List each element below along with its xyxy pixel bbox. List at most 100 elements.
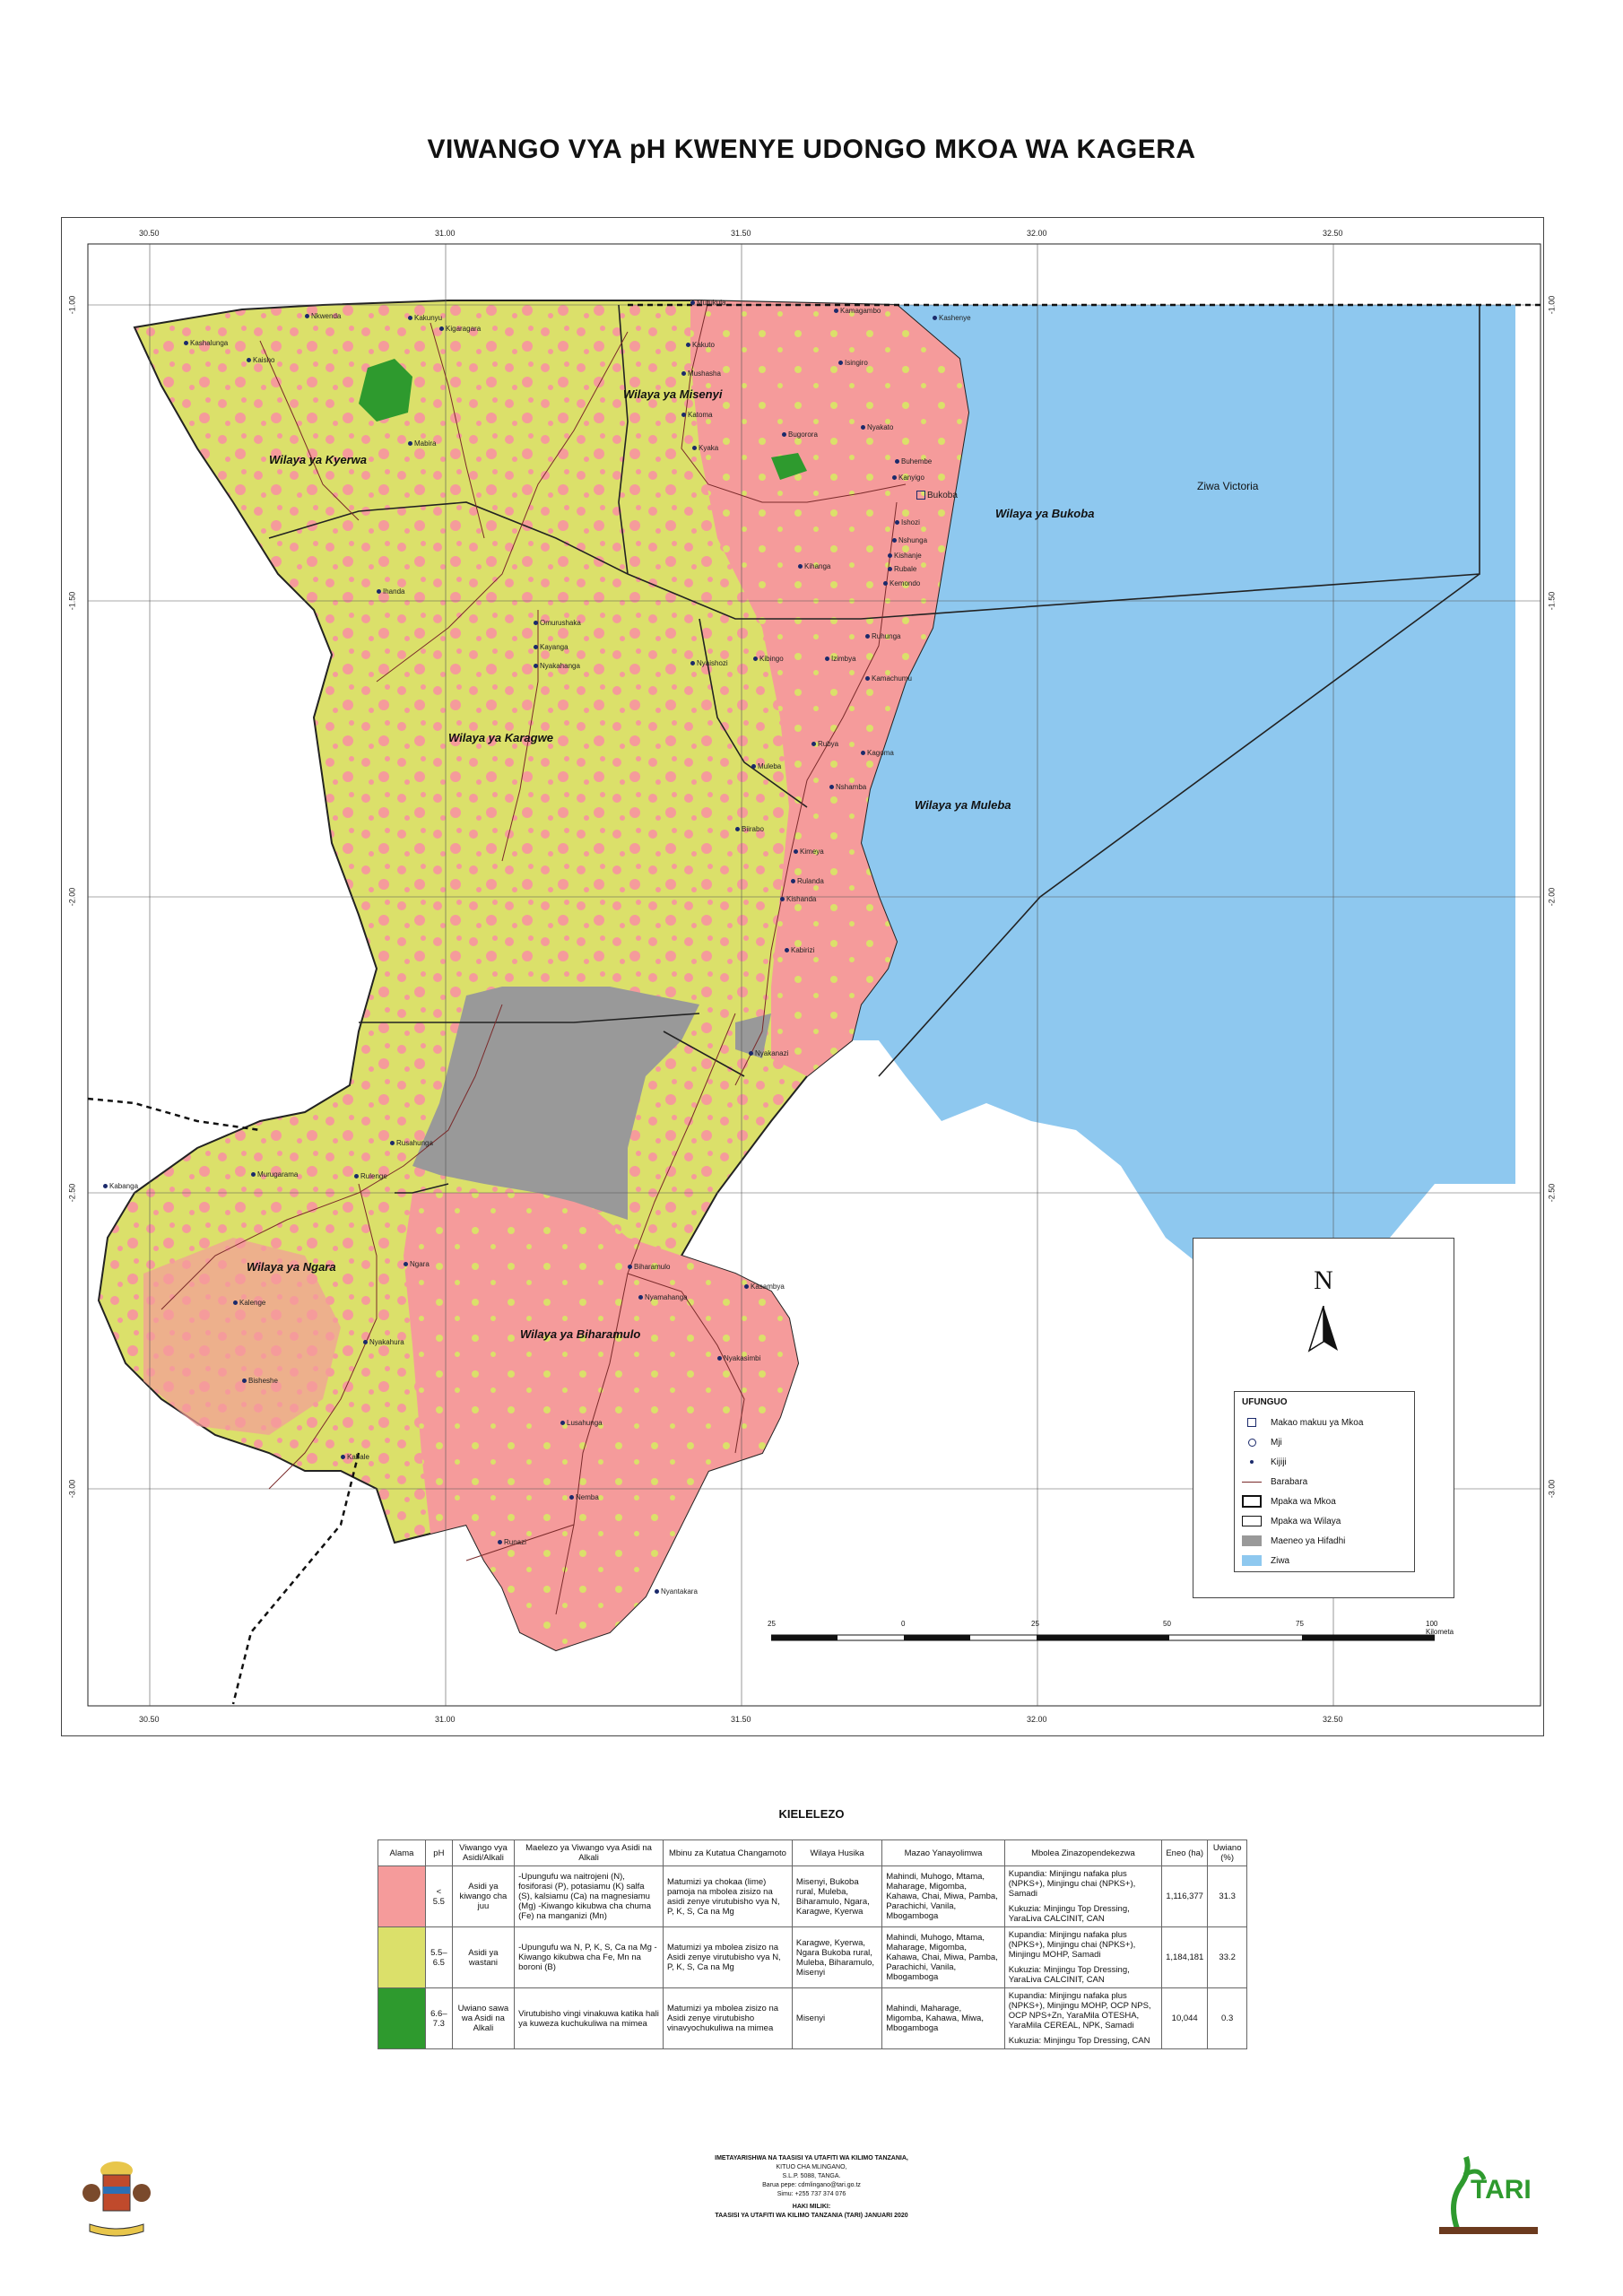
- method-cell: Matumizi ya chokaa (lime) pamoja na mbol…: [662, 1866, 793, 1927]
- place-label: Biirabo: [735, 825, 764, 833]
- place-label: Kyaka: [692, 444, 718, 452]
- place-label: Nyaishozi: [690, 659, 728, 667]
- fert-planting: Kupandia: Minjingu nafaka plus (NPKS+), …: [1008, 1930, 1136, 1960]
- road-line-icon: [1242, 1476, 1262, 1487]
- fert-topdress: Kukuzia: Minjingu Top Dressing, CAN: [1008, 2036, 1150, 2046]
- village-icon: [749, 1051, 753, 1057]
- place-label: Rubya: [812, 740, 838, 748]
- village-icon: [560, 1421, 565, 1426]
- table-row: 6.6–7.3 Uwiano sawa wa Asidi na Alkali V…: [378, 1987, 1247, 2049]
- col-header: Viwango vya Asidi/Alkali: [451, 1839, 516, 1866]
- level-cell: Uwiano sawa wa Asidi na Alkali: [451, 1987, 516, 2049]
- lon-label-bottom-2: 31.00: [435, 1715, 456, 1724]
- acidic-zone-east: [690, 300, 968, 1076]
- village-icon: [794, 849, 798, 855]
- region-boundary-icon: [1242, 1495, 1262, 1508]
- village-icon: [103, 1184, 108, 1189]
- village-icon: [865, 634, 870, 639]
- village-icon: [883, 581, 888, 587]
- village-icon: [838, 361, 843, 366]
- color-swatch-neutral: [378, 1987, 426, 2049]
- legend-item-district-boundary: Mpaka wa Wilaya: [1242, 1516, 1341, 1526]
- level-cell: Asidi ya kiwango cha juu: [451, 1866, 516, 1927]
- legend-label: Kijiji: [1271, 1457, 1287, 1467]
- legend-label: Mji: [1271, 1437, 1282, 1448]
- acidic-zone-south: [404, 1193, 798, 1650]
- village-icon: [888, 567, 892, 572]
- kielelezo-table: Alama pH Viwango vya Asidi/Alkali Maelez…: [378, 1839, 1247, 2049]
- tari-logo: TARI: [1430, 2148, 1547, 2242]
- lat-label-right-2: -1.50: [1547, 591, 1557, 611]
- village-icon: [247, 358, 251, 363]
- lake-swatch-icon: [1242, 1555, 1262, 1566]
- district-ngara: Wilaya ya Ngara: [247, 1260, 336, 1274]
- village-icon: [780, 897, 785, 902]
- village-icon: [791, 879, 795, 884]
- lat-label-right-3: -2.00: [1547, 887, 1557, 907]
- town-icon: [1242, 1437, 1262, 1448]
- village-icon: [861, 425, 865, 430]
- tari-logo-icon: [1439, 2156, 1538, 2234]
- legend-label: Makao makuu ya Mkoa: [1271, 1417, 1364, 1428]
- place-label: Kigaragara: [439, 325, 481, 333]
- scale-label: 25: [768, 1620, 776, 1628]
- village-icon: [812, 742, 816, 747]
- legend-item-village: Kijiji: [1242, 1457, 1287, 1467]
- village-icon: [690, 300, 695, 306]
- place-label: Nyakahanga: [534, 662, 580, 670]
- place-label: Kashalunga: [184, 339, 228, 347]
- place-label: Nyakato: [861, 423, 893, 431]
- village-icon: [498, 1540, 502, 1545]
- place-label: Nshunga: [892, 536, 927, 544]
- scale-bar-graphic: [770, 1634, 1436, 1641]
- place-label: Omurushaka: [534, 619, 581, 627]
- place-label: Nyantakara: [655, 1587, 698, 1596]
- area-cell: 10,044: [1161, 1987, 1209, 2049]
- legend-item-capital: Makao makuu ya Mkoa: [1242, 1417, 1363, 1428]
- place-label: Kabanga: [103, 1182, 138, 1190]
- village-icon: [655, 1589, 659, 1595]
- fertilizer-cell: Kupandia: Minjingu nafaka plus (NPKS+), …: [1003, 1987, 1163, 2049]
- crops-cell: Mahindi, Muhogo, Mtama, Maharage, Migomb…: [881, 1926, 1005, 1988]
- legend-item-lake: Ziwa: [1242, 1555, 1289, 1566]
- lat-label-left-2: -1.50: [67, 591, 77, 611]
- fert-planting: Kupandia: Minjingu nafaka plus (NPKS+), …: [1008, 1991, 1151, 2031]
- lon-label-bottom-4: 32.00: [1027, 1715, 1047, 1724]
- place-label: Kimeya: [794, 848, 824, 856]
- place-label: Mutukula: [690, 299, 725, 307]
- lat-label-right-4: -2.50: [1547, 1183, 1557, 1203]
- place-label: Nyakahura: [363, 1338, 404, 1346]
- place-label: Kishanje: [888, 552, 922, 560]
- village-icon: [251, 1172, 256, 1178]
- legend-label: Maeneo ya Hifadhi: [1271, 1535, 1346, 1546]
- village-icon: [534, 664, 538, 669]
- place-label: Katoma: [681, 411, 713, 419]
- fert-planting: Kupandia: Minjingu nafaka plus (NPKS+), …: [1008, 1869, 1136, 1899]
- col-header: Mazao Yanayolimwa: [881, 1839, 1005, 1866]
- ph-cell: < 5.5: [425, 1866, 453, 1927]
- village-icon: [834, 309, 838, 314]
- lon-label-top-1: 30.50: [139, 229, 160, 238]
- reserve-swatch-icon: [1242, 1535, 1262, 1546]
- village-icon: [184, 341, 188, 346]
- legend-panel: N UFUNGUO Makao makuu ya Mkoa Mji Kijiji…: [1193, 1238, 1454, 1598]
- village-icon: [390, 1141, 395, 1146]
- district-kyerwa: Wilaya ya Kyerwa: [269, 453, 368, 466]
- acidic-zone-ngara: [143, 1238, 341, 1435]
- fertilizer-cell: Kupandia: Minjingu nafaka plus (NPKS+), …: [1003, 1926, 1163, 1988]
- place-label: Muleba: [751, 762, 781, 770]
- place-label: Nyakanazi: [749, 1049, 788, 1057]
- place-label: Kamachumu: [865, 674, 912, 683]
- village-icon: [638, 1295, 643, 1300]
- districts-cell: Misenyi: [791, 1987, 883, 2049]
- scale-label: 25: [1031, 1620, 1039, 1628]
- village-icon: [895, 520, 899, 526]
- place-label: Ngara: [404, 1260, 430, 1268]
- place-label: Kagoma: [861, 749, 894, 757]
- col-header: Uwiano (%): [1207, 1839, 1247, 1866]
- village-icon: [408, 441, 412, 447]
- fertilizer-cell: Kupandia: Minjingu nafaka plus (NPKS+), …: [1003, 1866, 1163, 1927]
- place-label: Mabira: [408, 439, 436, 448]
- crops-cell: Mahindi, Muhogo, Mtama, Maharage, Migomb…: [881, 1866, 1005, 1927]
- village-icon: [377, 589, 381, 595]
